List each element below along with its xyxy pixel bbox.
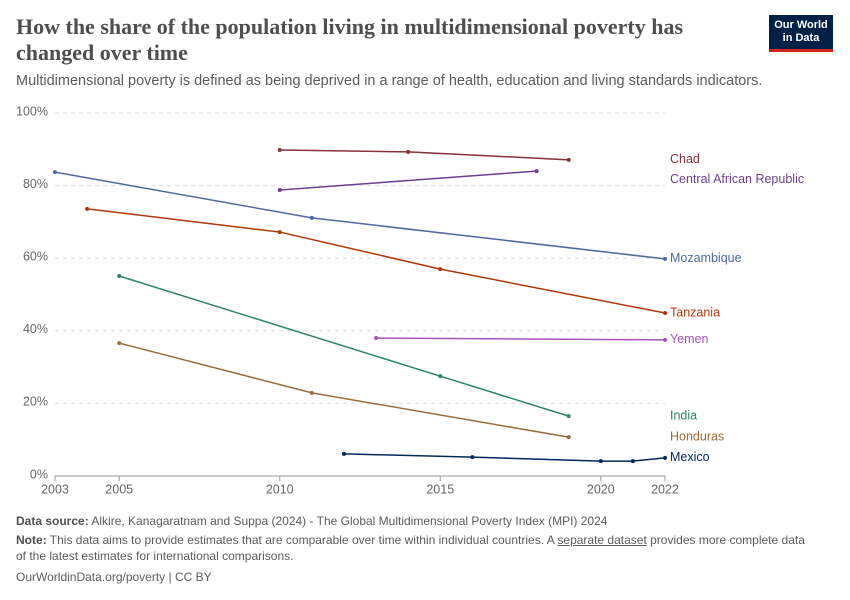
legend-label: India [670, 408, 697, 422]
note-label: Note: [16, 533, 47, 547]
point [374, 336, 379, 341]
x-tick-label: 2020 [587, 482, 615, 496]
footer: OurWorldinData.org/poverty | CC BY [16, 570, 212, 584]
point [53, 170, 57, 175]
source: Data source: Alkire, Kanagaratnam and Su… [16, 513, 806, 529]
y-tick-label: 0% [30, 467, 48, 481]
chart: 0% 20% 40% 60% 80% 100% 2003 2005 2010 2015 2020 20… [16, 104, 804, 496]
legend-label: Chad [670, 152, 700, 166]
point [309, 215, 314, 220]
legend-label: Yemen [670, 332, 709, 346]
point [309, 390, 314, 395]
logo[interactable]: Our World in Data [769, 15, 833, 52]
note-text: provides more complete data of the lates… [16, 533, 805, 563]
point [663, 455, 667, 460]
x-tick-label: 2010 [266, 482, 294, 496]
point [341, 451, 346, 456]
point [630, 459, 635, 464]
point [117, 273, 122, 278]
legend-label: Tanzania [670, 305, 720, 319]
series-line [343, 453, 666, 462]
note-text: This data aims to provide estimates that… [49, 533, 558, 547]
y-tick-label: 20% [23, 395, 48, 409]
point [117, 341, 122, 346]
legend-label: Honduras [670, 429, 724, 443]
logo-text: Our World [774, 19, 828, 31]
point [663, 311, 667, 316]
y-tick-label: 80% [23, 177, 48, 191]
point [598, 459, 603, 464]
point [566, 157, 571, 162]
x-tick-label: 2022 [651, 482, 679, 496]
y-tick-label: 100% [16, 104, 48, 118]
source-label: Data source: [16, 514, 89, 528]
y-tick-label: 40% [23, 322, 48, 336]
point [277, 230, 282, 235]
series-line [279, 149, 569, 161]
point [406, 149, 411, 154]
series-line [119, 342, 569, 438]
point [438, 374, 443, 379]
point [85, 206, 90, 211]
x-tick-label: 2005 [105, 482, 133, 496]
chart-title: How the share of the population living i… [16, 14, 684, 65]
y-tick-label: 60% [23, 249, 48, 263]
point [566, 435, 571, 440]
point [663, 256, 667, 261]
x-tick-label: 2015 [426, 482, 454, 496]
x-tick-label: 2003 [41, 482, 69, 496]
series-line [376, 337, 666, 341]
point [534, 169, 539, 174]
point [663, 337, 667, 342]
note-link[interactable]: separate dataset [557, 533, 647, 547]
series-line [87, 208, 666, 314]
chart-subtitle: Multidimensional poverty is defined as b… [16, 73, 763, 89]
point [566, 414, 571, 419]
note: Note: This data aims to provide estimate… [16, 532, 806, 564]
point [277, 148, 282, 153]
series-line [279, 170, 537, 191]
point [277, 187, 282, 192]
source-text: Alkire, Kanagaratnam and Suppa (2024) - … [91, 514, 608, 528]
point [470, 455, 475, 460]
series-line [118, 275, 569, 417]
logo-text: in Data [782, 32, 820, 44]
legend-label: Mozambique [670, 251, 742, 265]
legend-label: Mexico [670, 450, 710, 464]
point [438, 267, 443, 272]
legend-label: Central African Republic [670, 172, 804, 186]
